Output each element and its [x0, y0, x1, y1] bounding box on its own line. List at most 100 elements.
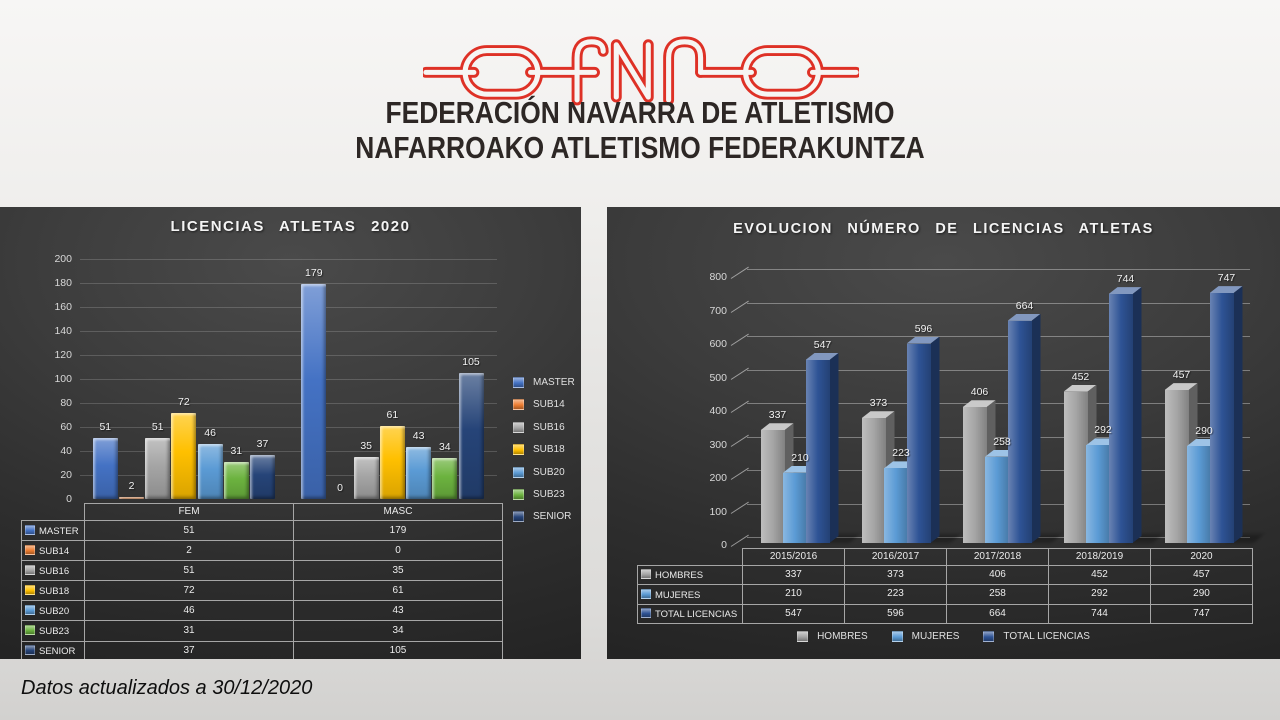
bar-total-licencias-2016-2017 — [906, 336, 940, 543]
gridline — [747, 336, 1250, 338]
y-axis-label: 200 — [709, 472, 727, 485]
bar-value-label: 223 — [892, 447, 910, 460]
axis-tick-diagonal — [730, 367, 749, 380]
table-row: MASTER 51 179 — [21, 519, 503, 542]
bar-front-face — [1209, 293, 1234, 543]
bar-sub23-masc — [432, 458, 458, 499]
y-axis-label: 500 — [709, 371, 727, 384]
legend-key-icon — [513, 421, 524, 433]
bar-sub18-masc — [379, 425, 405, 499]
bar-total-licencias-2020 — [1209, 286, 1243, 543]
table-row: HOMBRES 337 373 406 452 457 — [637, 564, 1253, 586]
gridline — [80, 451, 497, 452]
legend-key-icon — [513, 377, 524, 388]
table-cell: HOMBRES — [637, 564, 743, 586]
panel-licencias-2020: LICENCIAS ATLETAS 2020 0 20 40 60 80 100 120 14… — [0, 207, 581, 659]
table-cell: SENIOR — [21, 640, 85, 659]
bar-value-label: 51 — [99, 420, 112, 433]
series-key-icon — [25, 524, 35, 535]
legend-key-icon — [513, 466, 524, 478]
series-key-icon — [25, 645, 35, 656]
legend-label: SUB16 — [533, 421, 565, 433]
gridline — [80, 379, 497, 380]
legend-key-icon — [513, 511, 524, 523]
bar-front-face — [985, 456, 1009, 543]
table-cell: SUB14 — [21, 540, 85, 562]
bar-sub18-fem — [171, 412, 197, 499]
bar-value-label: 457 — [1172, 369, 1191, 382]
bar-top-face — [962, 400, 996, 408]
bar-top-face — [1209, 286, 1243, 294]
table-cell: 290 — [1150, 584, 1253, 605]
table-row: SUB18 72 61 — [21, 580, 503, 602]
bar-total-licencias-2017-2018 — [1007, 313, 1041, 543]
legend-item: MUJERES — [891, 631, 959, 642]
bar-total-licencias-2015-2016 — [805, 353, 839, 543]
y-axis-label: 700 — [709, 304, 727, 317]
axis-tick-diagonal — [730, 267, 749, 280]
y-axis-label: 20 — [60, 469, 72, 481]
y-axis-label: 300 — [709, 438, 727, 451]
y-axis-label: 400 — [709, 405, 727, 418]
bar-value-label: 373 — [869, 397, 888, 410]
table-cell: MASTER — [21, 519, 85, 542]
table-cell: 37 — [84, 640, 294, 659]
bar-top-face — [906, 336, 940, 344]
y-axis-label: 40 — [60, 445, 72, 457]
table-cell: 51 — [84, 560, 294, 582]
axis-tick-diagonal — [730, 534, 749, 547]
table-cell: 105 — [293, 640, 503, 659]
table-cell: 51 — [84, 519, 294, 542]
table-cell: 664 — [946, 603, 1049, 624]
bar-side-face — [1234, 286, 1243, 543]
bar-hombres-2016-2017 — [861, 411, 895, 543]
table-cell: 72 — [84, 580, 294, 602]
table-cell: 43 — [293, 600, 503, 622]
table-cell: 744 — [1048, 603, 1151, 624]
bar-top-face — [1007, 313, 1041, 321]
table-cell: 2 — [84, 540, 294, 562]
bar-value-label: 547 — [813, 339, 832, 352]
legend-label: SUB23 — [533, 489, 565, 500]
series-key-icon — [641, 588, 651, 599]
bar-senior-masc — [458, 373, 484, 499]
legend-key-icon — [891, 631, 903, 642]
bar-front-face — [884, 468, 908, 543]
legend-label: HOMBRES — [817, 631, 868, 642]
series-key-icon — [25, 625, 35, 636]
table-row: TOTAL LICENCIAS 547 596 664 744 747 — [637, 603, 1253, 624]
series-key-icon — [25, 544, 35, 555]
bar-top-face — [861, 411, 895, 419]
legend-item: SUB23 — [513, 489, 565, 500]
table-cell: 406 — [946, 564, 1049, 586]
bar-master-masc — [301, 284, 327, 499]
y-axis-label: 120 — [54, 349, 72, 361]
legend-label: SENIOR — [533, 511, 572, 523]
y-axis-label: 140 — [54, 325, 72, 337]
table-cell: 61 — [293, 580, 503, 602]
axis-tick-diagonal — [730, 501, 749, 514]
evolucion-data-table: 2015/2016 2016/2017 2017/2018 2018/2019 2020… — [637, 548, 1253, 624]
gridline — [80, 427, 497, 428]
legend-item: SUB20 — [513, 466, 565, 478]
y-axis-label: 180 — [54, 277, 72, 289]
left-chart-title: LICENCIAS ATLETAS 2020 — [170, 218, 411, 235]
bar-side-face — [1032, 314, 1041, 543]
bar-hombres-2020 — [1164, 383, 1198, 543]
bar-sub20-masc — [406, 447, 432, 499]
legend-key-icon — [797, 631, 809, 642]
bar-front-face — [1187, 445, 1211, 543]
axis-tick-diagonal — [730, 434, 749, 447]
bar-value-label: 292 — [1094, 424, 1112, 437]
table-header-row: 2015/2016 2016/2017 2017/2018 2018/2019 2020 — [638, 548, 1253, 566]
bar-front-face — [760, 430, 785, 543]
bar-hombres-2017-2018 — [962, 400, 996, 543]
table-header-row: FEM MASC — [22, 503, 503, 521]
bar-sub16-fem — [145, 437, 171, 499]
gridline — [80, 307, 497, 308]
table-row: SUB23 31 34 — [21, 620, 503, 642]
bar-side-face — [1133, 287, 1142, 543]
table-cell: 2016/2017 — [844, 548, 947, 566]
bar-value-label: 337 — [768, 409, 787, 422]
